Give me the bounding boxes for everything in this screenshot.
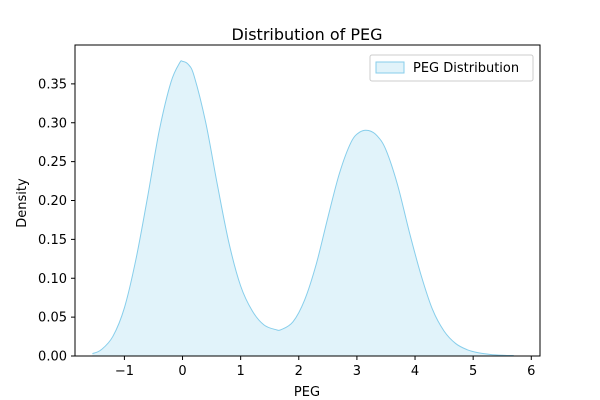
legend-swatch <box>375 61 405 74</box>
y-axis-ticks: 0.00 0.05 0.10 0.15 0.20 0.25 0.30 0.35 <box>38 77 75 365</box>
chart-title: Distribution of PEG <box>231 25 382 44</box>
x-tick-label: 6 <box>527 364 535 379</box>
x-tick-label: 4 <box>411 364 419 379</box>
y-tick-label: 0.20 <box>38 194 67 209</box>
density-area <box>92 60 514 356</box>
x-axis-label: PEG <box>294 385 320 400</box>
x-tick-label: 3 <box>353 364 361 379</box>
plot-area <box>74 44 541 357</box>
y-tick-label: 0.30 <box>38 116 67 131</box>
y-tick-label: 0.25 <box>38 155 67 170</box>
x-tick-label: −1 <box>115 364 134 379</box>
y-tick-label: 0.35 <box>38 77 67 92</box>
y-tick-label: 0.00 <box>38 350 67 365</box>
x-tick-label: 5 <box>469 364 477 379</box>
legend-box <box>369 54 534 82</box>
x-axis-ticks: −1 0 1 2 3 4 5 6 <box>115 356 535 379</box>
x-tick-label: 1 <box>237 364 245 379</box>
legend-label: PEG Distribution <box>413 61 519 76</box>
x-tick-label: 0 <box>178 364 186 379</box>
y-axis-label: Density <box>15 178 30 228</box>
y-tick-label: 0.05 <box>38 311 67 326</box>
x-tick-label: 2 <box>295 364 303 379</box>
y-tick-label: 0.10 <box>38 272 67 287</box>
legend: PEG Distribution <box>369 54 534 82</box>
y-tick-label: 0.15 <box>38 233 67 248</box>
density-line <box>92 60 514 357</box>
